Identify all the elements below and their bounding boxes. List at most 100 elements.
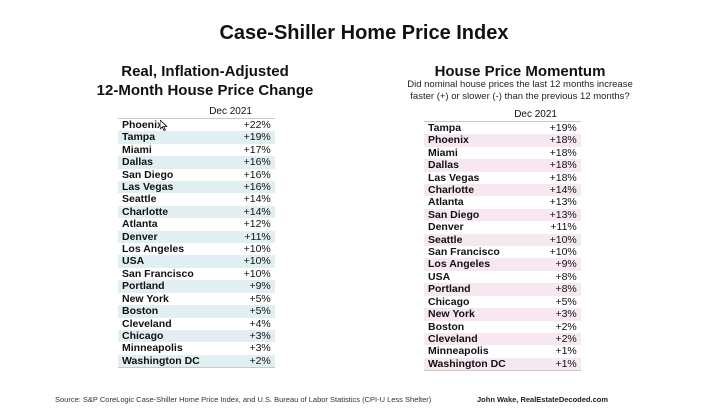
left-title-line1: Real, Inflation-Adjusted [121, 63, 289, 80]
right-table-value-cell: +18% [509, 159, 581, 172]
right-table-value-cell: +5% [555, 295, 577, 308]
right-table-row: Dallas +18% [424, 159, 581, 172]
right-table-value-cell: +8% [555, 270, 577, 283]
right-table-value-cell: +10% [549, 246, 577, 259]
left-table-city-cell: Los Angeles [122, 243, 185, 256]
right-column-header: Dec 2021 [514, 109, 557, 120]
right-table-row: Phoenix +18% [424, 134, 581, 147]
page-title: Case-Shiller Home Price Index [219, 22, 509, 44]
left-table: Phoenix +22% Tampa +19% Miami +17% Dallas +16% S… [118, 118, 275, 369]
right-table-value-cell: +14% [509, 184, 581, 197]
left-table-value-cell: +5% [203, 305, 275, 318]
right-table-row: Miami +18% [424, 147, 581, 159]
left-table-row: USA +10% [118, 255, 275, 268]
left-table-city-cell: Las Vegas [118, 181, 204, 194]
right-table-row: Cleveland +2% [424, 332, 581, 346]
right-table: Tampa +19% Phoenix +18% Miami +18% Dallas +18% L… [424, 121, 581, 372]
left-table-city-cell: Minneapolis [122, 342, 183, 355]
right-table-row: Atlanta +13% [424, 196, 581, 208]
right-table-city-cell: Atlanta [428, 196, 464, 209]
left-table-city-cell: Tampa [118, 131, 204, 144]
right-table-value-cell: +11% [550, 221, 577, 234]
right-table-row: San Diego +13% [424, 208, 581, 222]
right-table-city-cell: Tampa [424, 121, 510, 135]
right-table-row: USA +8% [424, 271, 581, 283]
left-table-city-cell: Cleveland [122, 317, 172, 330]
left-table-city-cell: San Diego [122, 168, 174, 181]
left-table-value-cell: +2% [203, 354, 275, 369]
mouse-pointer-icon [160, 120, 168, 131]
left-table-city-cell: New York [122, 292, 169, 305]
right-table-value-cell: +1% [509, 357, 581, 372]
left-table-value-cell: +22% [203, 118, 275, 132]
left-column-header: Dec 2021 [209, 106, 252, 117]
left-table-row: Minneapolis +3% [118, 342, 275, 354]
right-table-city-cell: Denver [428, 221, 464, 234]
right-table-value-cell: +19% [509, 121, 581, 135]
right-table-row: Charlotte +14% [424, 184, 581, 197]
right-table-note: Did nominal house prices the last 12 mon… [360, 79, 680, 103]
right-table-value-cell: +18% [549, 146, 577, 159]
right-table-value-cell: +2% [555, 320, 577, 333]
left-table-row: Seattle +14% [118, 193, 275, 205]
right-table-value-cell: +10% [509, 233, 581, 247]
left-table-city-cell: Denver [118, 230, 204, 244]
right-table-row: Los Angeles +9% [424, 258, 581, 271]
left-title-line2: 12-Month House Price Change [96, 82, 314, 99]
left-table-row: Washington DC +2% [118, 354, 275, 369]
left-table-city-cell: USA [118, 255, 204, 268]
left-table-row: Atlanta +12% [118, 218, 275, 230]
right-table-city-cell: San Francisco [428, 246, 500, 259]
left-table-title: Real, Inflation-Adjusted 12-Month House … [60, 62, 350, 100]
right-table-city-cell: Cleveland [424, 332, 510, 346]
right-table-value-cell: +18% [509, 134, 581, 147]
right-table-row: Chicago +5% [424, 296, 581, 308]
right-table-row: Las Vegas +18% [424, 172, 581, 184]
left-table-row: Cleveland +4% [118, 318, 275, 330]
left-table-city-cell: Miami [122, 143, 152, 156]
right-table-row: Minneapolis +1% [424, 345, 581, 357]
left-table-value-cell: +14% [203, 205, 275, 219]
right-table-city-cell: Minneapolis [428, 345, 489, 358]
left-table-value-cell: +3% [249, 342, 271, 355]
left-table-value-cell: +17% [243, 143, 271, 156]
left-table-value-cell: +9% [203, 280, 275, 293]
right-table-city-cell: Phoenix [424, 134, 510, 147]
right-table-city-cell: Washington DC [424, 357, 510, 372]
left-table-row: Charlotte +14% [118, 205, 275, 219]
left-table-city-cell: Boston [118, 305, 204, 318]
right-table-row: Denver +11% [424, 221, 581, 233]
left-table-value-cell: +16% [203, 156, 275, 169]
right-table-city-cell: New York [424, 308, 510, 321]
right-table-value-cell: +18% [549, 171, 577, 184]
right-table-row: New York +3% [424, 308, 581, 321]
right-table-city-cell: San Diego [424, 208, 510, 222]
right-table-row: Portland +8% [424, 283, 581, 296]
right-table-value-cell: +8% [509, 283, 581, 296]
left-table-value-cell: +16% [243, 168, 271, 181]
right-table-row: Boston +2% [424, 321, 581, 333]
left-table-row: San Francisco +10% [118, 268, 275, 280]
left-table-value-cell: +10% [203, 255, 275, 268]
left-table-value-cell: +19% [203, 131, 275, 144]
left-table-city-cell: Dallas [118, 156, 204, 169]
right-table-title: House Price Momentum [434, 63, 606, 80]
left-table-value-cell: +11% [203, 230, 275, 244]
left-table-row: Miami +17% [118, 144, 275, 156]
right-table-city-cell: Chicago [428, 295, 470, 308]
left-table-city-cell: Seattle [122, 193, 157, 206]
right-table-value-cell: +3% [509, 308, 581, 321]
right-table-city-cell: Seattle [424, 233, 510, 247]
right-note-line1: Did nominal house prices the last 12 mon… [407, 79, 633, 90]
right-table-city-cell: USA [428, 270, 451, 283]
left-table-row: Chicago +3% [118, 329, 275, 343]
left-table-row: Phoenix +22% [118, 118, 275, 132]
left-table-city-cell: San Francisco [122, 267, 194, 280]
left-table-value-cell: +14% [243, 193, 271, 206]
left-table-row: Tampa +19% [118, 131, 275, 144]
right-table-city-cell: Miami [428, 146, 458, 159]
right-table-city-cell: Boston [428, 320, 465, 333]
source-note: Source: S&P CoreLogic Case-Shiller Home … [55, 395, 432, 404]
right-table-row: San Francisco +10% [424, 246, 581, 258]
right-table-value-cell: +13% [509, 208, 581, 222]
